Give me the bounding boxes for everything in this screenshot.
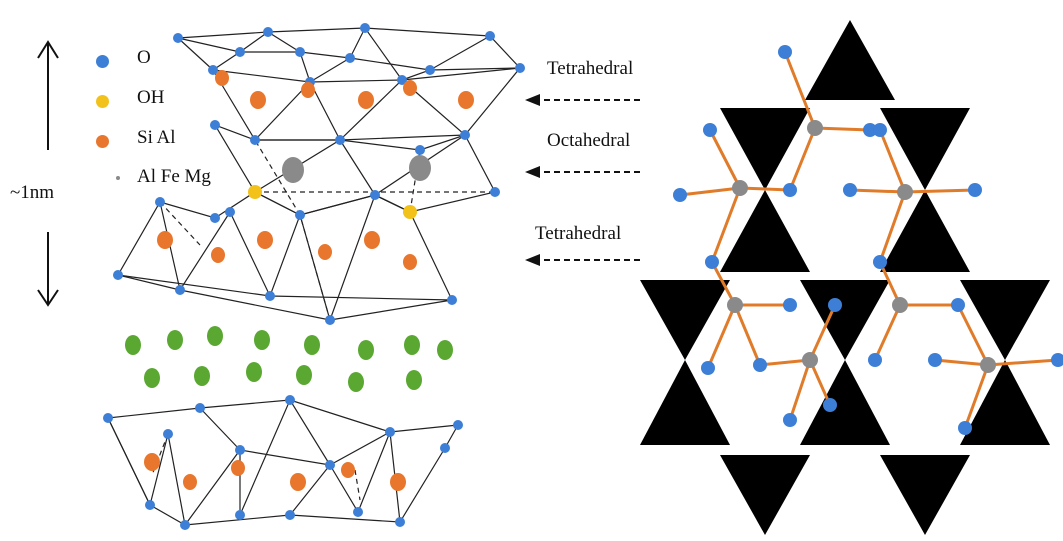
si-al-atoms-left [144, 70, 474, 491]
label-octahedral: Octahedral [547, 130, 631, 151]
octahedral-cation-swatch [116, 176, 120, 180]
oxygen-swatch [96, 55, 109, 68]
tot-layer-side-view [107, 26, 522, 527]
legend-label-si-al: Si Al [137, 127, 176, 148]
hydroxyl-swatch [96, 95, 109, 108]
si-al-swatch [96, 135, 109, 148]
octahedral-cations-right [727, 120, 996, 373]
legend-label-oxygen: O [137, 47, 151, 68]
label-tetrahedral-bottom: Tetrahedral [535, 223, 622, 244]
bond-network [679, 51, 1059, 429]
oxygen-atoms-right [673, 45, 1063, 435]
octahedral-cations-left [282, 155, 431, 183]
legend-label-al-fe-mg: Al Fe Mg [137, 166, 211, 187]
label-tetrahedral-top: Tetrahedral [547, 58, 634, 79]
tetrahedral-sheet-top-view [640, 20, 1050, 535]
hydroxyl-atoms-left [248, 185, 417, 219]
layer-arrows [525, 94, 640, 266]
legend-label-hydroxyl: OH [137, 87, 165, 108]
interlayer-cations [125, 326, 453, 392]
scale-arrow [37, 40, 59, 307]
scale-label: ~1nm [10, 182, 55, 203]
